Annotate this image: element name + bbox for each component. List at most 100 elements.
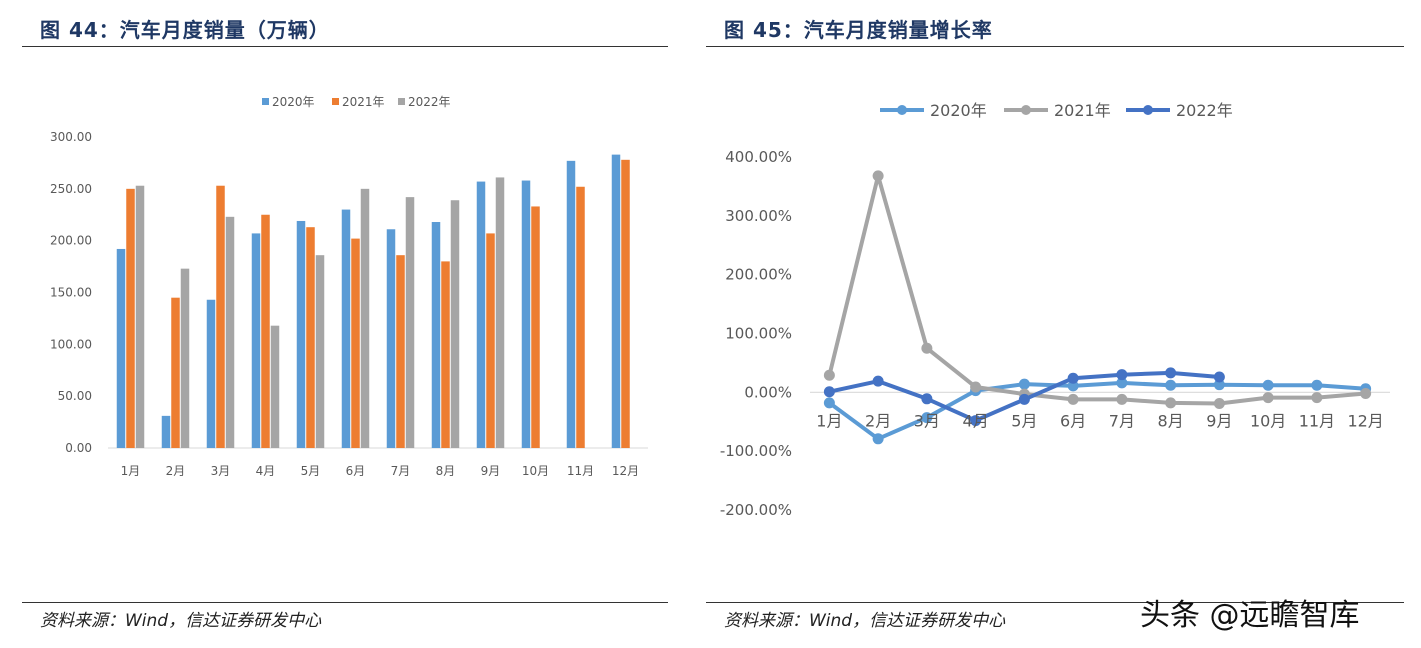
bar bbox=[441, 261, 450, 448]
right-source-rule bbox=[706, 602, 1404, 603]
x-tick-label: 11月 bbox=[1299, 411, 1335, 430]
bar bbox=[270, 325, 280, 448]
x-tick-label: 8月 bbox=[436, 464, 456, 478]
data-point bbox=[1067, 372, 1079, 384]
left-source-rule bbox=[22, 602, 668, 603]
data-point bbox=[1213, 398, 1225, 410]
line-chart: 2020年 2021年 2022年 -200.00% -100.00% 0.00% 100.… bbox=[720, 101, 1390, 519]
x-tick-label: 10月 bbox=[1250, 411, 1286, 430]
x-tick-label: 11月 bbox=[567, 464, 594, 478]
y-tick-label: 300.00 bbox=[50, 130, 92, 144]
bar bbox=[531, 206, 540, 448]
y-tick-label: 400.00% bbox=[725, 148, 792, 166]
data-point bbox=[1165, 367, 1177, 379]
x-tick-label: 4月 bbox=[963, 411, 989, 430]
x-tick-label: 12月 bbox=[1347, 411, 1383, 430]
bar bbox=[216, 185, 225, 448]
bar bbox=[360, 188, 370, 449]
data-point bbox=[823, 386, 835, 398]
x-tick-label: 6月 bbox=[346, 464, 366, 478]
y-tick-label: -100.00% bbox=[720, 442, 792, 460]
bar bbox=[450, 200, 460, 448]
bar bbox=[296, 220, 306, 448]
bar bbox=[171, 297, 180, 448]
x-tick-label: 7月 bbox=[391, 464, 411, 478]
bar bbox=[251, 233, 261, 448]
legend-marker bbox=[1021, 105, 1031, 115]
y-tick-label: 50.00 bbox=[58, 389, 92, 403]
y-tick-label: 0.00 bbox=[65, 441, 92, 455]
bar bbox=[611, 154, 621, 448]
legend-swatch bbox=[398, 98, 405, 105]
data-point bbox=[921, 342, 933, 354]
bar bbox=[405, 197, 415, 448]
y-tick-label: 150.00 bbox=[50, 286, 92, 300]
data-point bbox=[1067, 393, 1079, 405]
data-point bbox=[872, 433, 884, 445]
x-tick-label: 3月 bbox=[914, 411, 940, 430]
y-tick-label: 200.00 bbox=[50, 234, 92, 248]
legend-marker bbox=[897, 105, 907, 115]
x-tick-label: 5月 bbox=[1011, 411, 1037, 430]
y-tick-label: 100.00% bbox=[725, 325, 792, 343]
watermark: 头条 @远瞻智库 bbox=[1140, 598, 1360, 633]
bar bbox=[486, 233, 495, 448]
x-tick-label: 1月 bbox=[816, 411, 842, 430]
bar bbox=[261, 214, 270, 448]
x-tick-label: 9月 bbox=[1206, 411, 1232, 430]
legend-label: 2022年 bbox=[1176, 101, 1233, 120]
data-point bbox=[1262, 392, 1274, 404]
bar bbox=[396, 255, 405, 448]
x-tick-label: 9月 bbox=[481, 464, 501, 478]
y-tick-label: 300.00% bbox=[725, 207, 792, 225]
x-tick-label: 7月 bbox=[1109, 411, 1135, 430]
x-tick-label: 2月 bbox=[166, 464, 186, 478]
x-tick-label: 1月 bbox=[121, 464, 141, 478]
data-point bbox=[1262, 379, 1274, 391]
right-figure-title: 图 45：汽车月度销量增长率 bbox=[724, 18, 993, 42]
left-title-rule bbox=[22, 46, 668, 47]
data-point bbox=[823, 397, 835, 409]
data-point bbox=[1165, 397, 1177, 409]
bar bbox=[116, 248, 126, 448]
legend-label: 2021年 bbox=[1054, 101, 1111, 120]
x-tick-label: 4月 bbox=[256, 464, 276, 478]
x-tick-label: 8月 bbox=[1158, 411, 1184, 430]
x-tick-label: 3月 bbox=[211, 464, 231, 478]
legend-label: 2022年 bbox=[408, 95, 451, 109]
data-point bbox=[1018, 378, 1030, 390]
bar bbox=[341, 209, 351, 448]
data-point bbox=[1311, 379, 1323, 391]
bar bbox=[576, 186, 585, 448]
bar bbox=[206, 299, 216, 448]
legend-swatch bbox=[332, 98, 339, 105]
bar bbox=[225, 216, 235, 448]
data-point bbox=[1116, 377, 1128, 389]
legend-marker bbox=[1143, 105, 1153, 115]
series-line bbox=[828, 380, 1366, 441]
bar bbox=[521, 180, 531, 449]
legend-label: 2021年 bbox=[342, 95, 385, 109]
data-point bbox=[970, 415, 982, 427]
left-figure-title: 图 44：汽车月度销量（万辆） bbox=[40, 18, 330, 42]
data-point bbox=[921, 412, 933, 424]
bar bbox=[621, 159, 630, 448]
bar-chart: 2020年 2021年 2022年 0.00 50.00 100.00 150.00 200.… bbox=[50, 95, 648, 478]
legend-label: 2020年 bbox=[930, 101, 987, 120]
data-point bbox=[1116, 369, 1128, 381]
bar bbox=[306, 227, 315, 448]
bar bbox=[161, 415, 171, 448]
bar bbox=[386, 229, 396, 448]
data-point bbox=[1116, 393, 1128, 405]
x-tick-label: 12月 bbox=[612, 464, 639, 478]
bar bbox=[135, 185, 145, 448]
data-point bbox=[1018, 393, 1030, 405]
data-point bbox=[921, 393, 933, 405]
bar bbox=[126, 188, 135, 449]
y-tick-label: 200.00% bbox=[725, 266, 792, 284]
bar bbox=[476, 181, 486, 448]
y-tick-label: -200.00% bbox=[720, 501, 792, 519]
bar bbox=[351, 238, 360, 448]
legend-label: 2020年 bbox=[272, 95, 315, 109]
y-tick-label: 100.00 bbox=[50, 337, 92, 351]
